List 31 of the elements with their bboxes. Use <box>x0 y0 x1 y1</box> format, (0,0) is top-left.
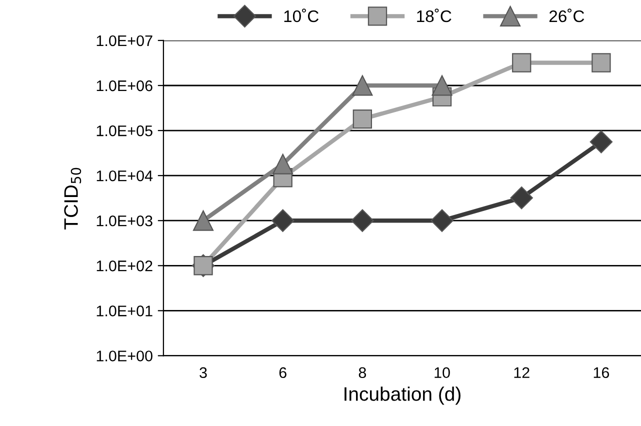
y-axis-title: TCID$_{50}$ <box>64 168 82 230</box>
x-tick-label: 10 <box>434 367 450 378</box>
x-tick-label: 16 <box>594 367 610 378</box>
legend-label: 18˚C <box>417 8 452 22</box>
point <box>351 209 374 232</box>
y-tick-label: 1.0E+06 <box>96 80 152 92</box>
point <box>590 130 613 154</box>
point <box>192 210 214 231</box>
y-tick-label: 1.0E+07 <box>96 35 152 46</box>
y-tick-label: 1.0E+01 <box>96 306 152 316</box>
point <box>430 209 454 232</box>
point <box>510 186 533 210</box>
y-tick-label: 1.0E+05 <box>96 125 152 136</box>
y-tick-label: 1.0E+04 <box>96 170 153 182</box>
point <box>352 109 372 129</box>
point <box>352 75 373 96</box>
point <box>512 53 532 72</box>
x-tick-label: 12 <box>514 367 530 378</box>
legend-label: 26˚C <box>549 8 584 22</box>
point <box>432 75 452 96</box>
x-tick-label: 3 <box>200 367 207 378</box>
point <box>271 209 294 232</box>
y-tick-label: 1.0E+02 <box>96 260 152 272</box>
x-tick-label: 6 <box>279 367 286 378</box>
point <box>272 154 294 174</box>
x-tick-label: 8 <box>358 367 366 378</box>
y-tick-label: 1.0E+03 <box>96 215 152 226</box>
y-tick-label: 1.0E+00 <box>96 350 152 362</box>
x-axis-title: Incubation (d) <box>344 386 460 405</box>
point <box>592 53 611 72</box>
legend-label: 10˚C <box>284 8 319 22</box>
